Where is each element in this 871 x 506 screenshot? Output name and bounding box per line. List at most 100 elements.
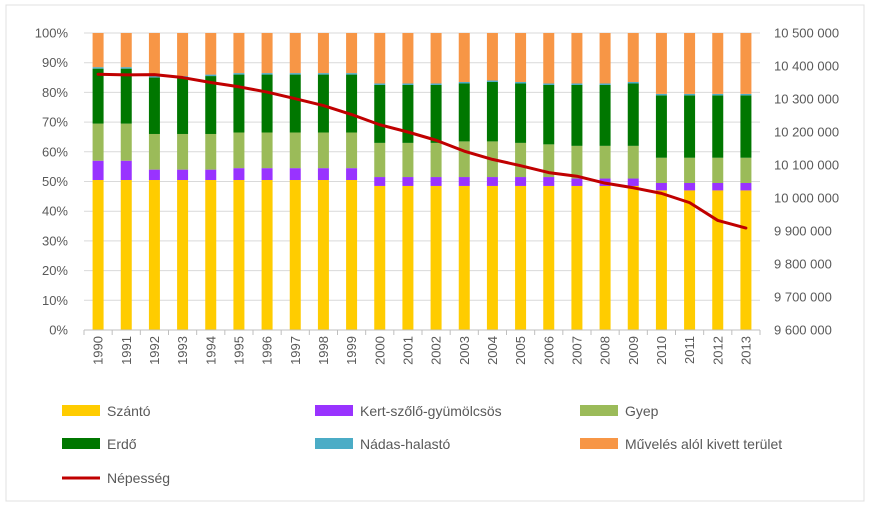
bar-erdo [430, 84, 442, 143]
bar-szanto [205, 180, 217, 330]
bar-kert-szolo-gyumolcsos [627, 178, 639, 186]
bar-gyep [543, 144, 555, 178]
bar-stack-1999 [346, 33, 358, 330]
legend-item-nepesseg: Népesség [62, 470, 170, 486]
bar-stack-2003 [458, 33, 470, 330]
bar-nadas-halasto [599, 83, 611, 85]
bar-stack-2002 [430, 33, 442, 330]
population-line [96, 72, 748, 230]
bar-muveles-alol-kivett-terulet [430, 33, 442, 84]
bar-kert-szolo-gyumolcsos [712, 182, 724, 191]
bar-szanto [655, 190, 667, 330]
x-tick-label: 2005 [513, 336, 528, 365]
x-tick-label: 2011 [682, 336, 697, 364]
legend-label: Szántó [107, 403, 151, 419]
bar-muveles-alol-kivett-terulet [205, 33, 217, 75]
bar-muveles-alol-kivett-terulet [374, 33, 386, 84]
bar-muveles-alol-kivett-terulet [543, 33, 555, 84]
left-tick-label: 40% [42, 204, 68, 219]
bar-erdo [402, 84, 414, 143]
bar-gyep [205, 133, 217, 170]
right-axis: 9 600 000 9 700 000 9 800 000 9 900 000 10 0… [774, 26, 839, 338]
bar-gyep [684, 157, 696, 183]
bar-erdo [233, 74, 245, 133]
bar-kert-szolo-gyumolcsos [205, 169, 217, 181]
bar-gyep [177, 133, 189, 170]
bar-nadas-halasto [655, 93, 667, 96]
bar-nadas-halasto [627, 82, 639, 84]
bar-gyep [740, 157, 752, 183]
bar-muveles-alol-kivett-terulet [486, 33, 498, 81]
bar-muveles-alol-kivett-terulet [289, 33, 301, 74]
bar-erdo [627, 83, 639, 146]
bar-muveles-alol-kivett-terulet [515, 33, 527, 83]
left-tick-label: 90% [42, 55, 68, 70]
legend-item-erdo: Erdő [62, 436, 137, 452]
legend-label: Erdő [107, 436, 137, 452]
x-tick-label: 2010 [654, 336, 669, 365]
bar-erdo [740, 95, 752, 158]
bar-erdo [712, 95, 724, 158]
legend-swatch [62, 405, 100, 416]
x-tick-label: 1994 [203, 336, 218, 365]
bar-szanto [486, 185, 498, 330]
bar-stacks [92, 33, 752, 330]
bar-nadas-halasto [402, 83, 414, 85]
bar-szanto [317, 180, 329, 330]
bar-szanto [458, 185, 470, 330]
bar-stack-2007 [571, 33, 583, 330]
bar-nadas-halasto [515, 82, 527, 84]
bar-muveles-alol-kivett-terulet [684, 33, 696, 94]
bar-kert-szolo-gyumolcsos [346, 168, 358, 181]
bar-erdo [458, 83, 470, 142]
bar-erdo [655, 95, 667, 158]
bar-stack-2010 [655, 33, 667, 330]
x-tick-label: 1995 [231, 336, 246, 365]
x-tick-label: 1993 [175, 336, 190, 365]
bar-kert-szolo-gyumolcsos [486, 177, 498, 186]
x-tick-label: 1991 [119, 336, 134, 365]
bar-muveles-alol-kivett-terulet [627, 33, 639, 83]
bar-erdo [515, 83, 527, 143]
bar-muveles-alol-kivett-terulet [571, 33, 583, 84]
x-tick-label: 2013 [738, 336, 753, 365]
bar-kert-szolo-gyumolcsos [515, 177, 527, 186]
x-tick-label: 2009 [626, 336, 641, 365]
x-tick-label: 2007 [569, 336, 584, 365]
bar-nadas-halasto [740, 93, 752, 96]
x-tick-label: 2000 [372, 336, 387, 365]
bar-kert-szolo-gyumolcsos [430, 177, 442, 186]
bar-kert-szolo-gyumolcsos [261, 168, 273, 181]
left-tick-label: 0% [49, 323, 68, 338]
bar-gyep [712, 157, 724, 183]
bar-stack-1991 [120, 33, 132, 330]
bar-nadas-halasto [205, 74, 217, 77]
bar-gyep [120, 123, 132, 161]
legend-label: Művelés alól kivett terület [625, 436, 782, 452]
x-tick-label: 1990 [91, 336, 106, 365]
bar-szanto [289, 180, 301, 330]
bar-muveles-alol-kivett-terulet [712, 33, 724, 94]
legend-swatch [62, 438, 100, 449]
bar-nadas-halasto [261, 73, 273, 75]
bar-nadas-halasto [317, 73, 329, 75]
bar-gyep [571, 145, 583, 179]
x-tick-label: 2002 [429, 336, 444, 365]
bar-nadas-halasto [684, 93, 696, 96]
bar-stack-1998 [317, 33, 329, 330]
bar-nadas-halasto [233, 73, 245, 75]
bar-muveles-alol-kivett-terulet [233, 33, 245, 74]
bar-erdo [571, 84, 583, 146]
bar-szanto [261, 180, 273, 330]
bar-erdo [374, 84, 386, 143]
legend-item-gyep: Gyep [580, 403, 659, 419]
bar-nadas-halasto [346, 73, 358, 75]
bar-kert-szolo-gyumolcsos [233, 168, 245, 181]
bar-stack-2011 [684, 33, 696, 330]
left-axis: 0% 10% 20% 30% 40% 50% 60% 70% 80% 90% 100% [35, 26, 69, 338]
x-tick-label: 1998 [316, 336, 331, 365]
legend-item-szanto: Szántó [62, 403, 151, 419]
bar-kert-szolo-gyumolcsos [289, 168, 301, 181]
legend-label: Gyep [625, 403, 659, 419]
bar-kert-szolo-gyumolcsos [655, 182, 667, 191]
